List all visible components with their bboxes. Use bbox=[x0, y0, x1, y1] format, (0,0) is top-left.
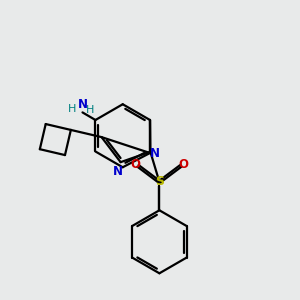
Text: H: H bbox=[86, 105, 94, 115]
Text: O: O bbox=[178, 158, 188, 171]
Text: N: N bbox=[113, 165, 123, 178]
Text: S: S bbox=[155, 176, 164, 188]
Text: N: N bbox=[150, 147, 160, 160]
Text: N: N bbox=[77, 98, 88, 111]
Text: O: O bbox=[130, 158, 141, 171]
Text: H: H bbox=[68, 104, 76, 114]
